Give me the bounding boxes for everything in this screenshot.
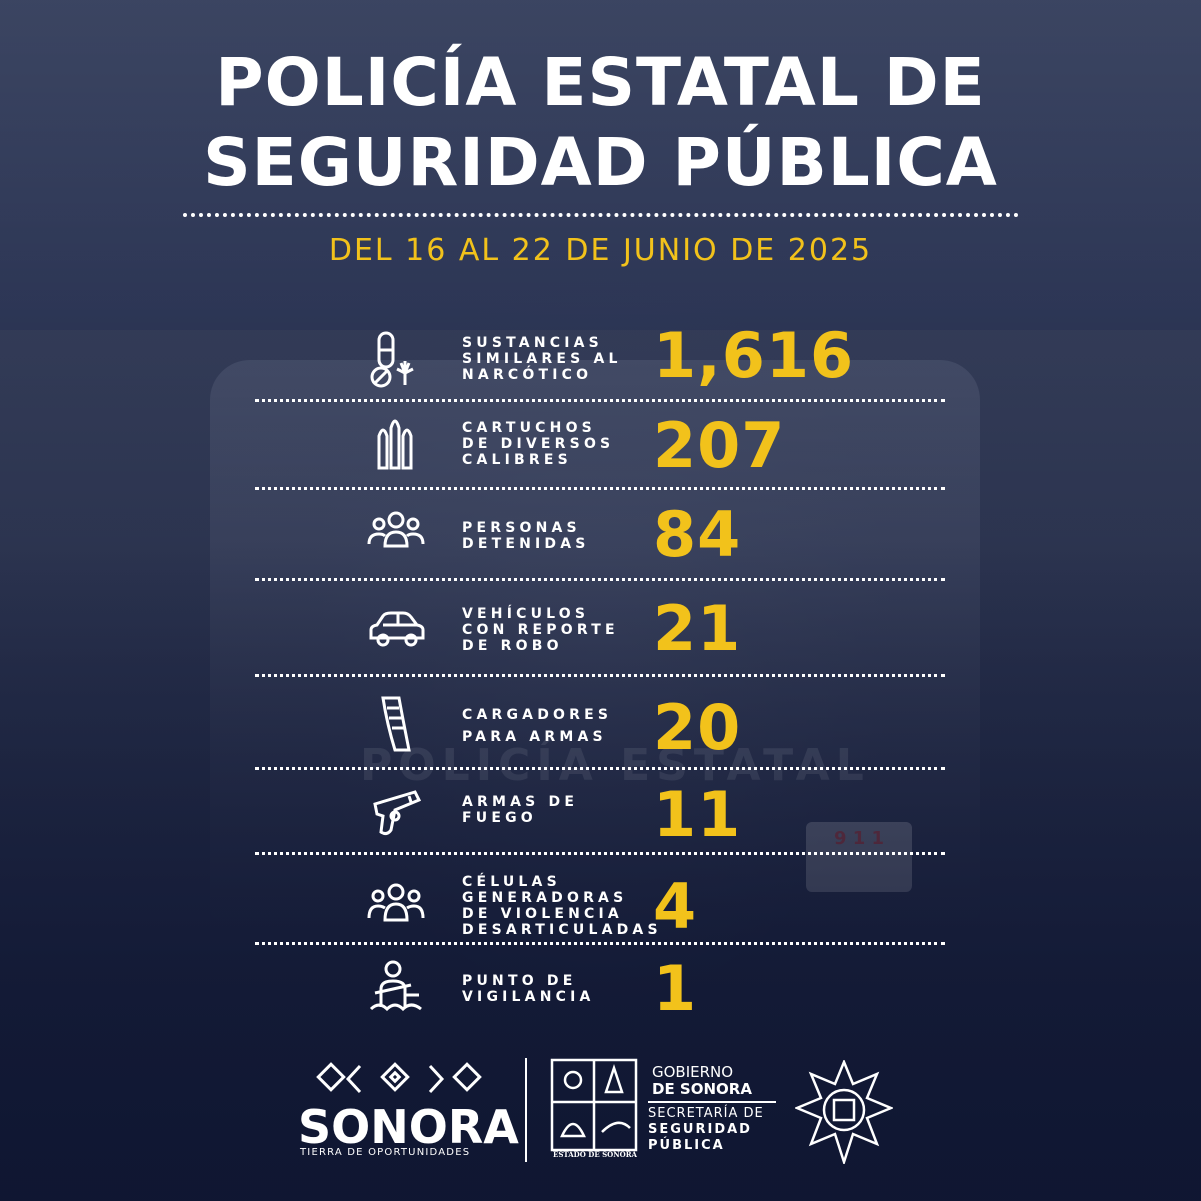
stat-label: CARTUCHOS DE DIVERSOS CALIBRES <box>462 420 615 468</box>
stat-row-celulas: CÉLULAS GENERADORAS DE VIOLENCIA DESARTI… <box>255 868 945 948</box>
stat-value: 20 <box>653 691 742 764</box>
stat-value: 4 <box>653 870 698 943</box>
sonora-pattern-icon <box>316 1062 482 1094</box>
secretaria-line: SECRETARÍA DE <box>648 1106 764 1121</box>
stat-divider <box>255 942 945 945</box>
stat-divider <box>255 852 945 855</box>
secretaria-text: SECRETARÍA DE SEGURIDAD PÚBLICA <box>648 1106 764 1154</box>
group-cells-icon <box>365 872 427 934</box>
stat-value: 21 <box>653 592 742 665</box>
handgun-icon <box>365 782 427 844</box>
stat-label: PUNTO DE VIGILANCIA <box>462 973 595 1005</box>
seguridad-line: SEGURIDAD <box>648 1122 752 1137</box>
stat-row-vehiculos: VEHÍCULOS CON REPORTE DE ROBO 21 <box>255 590 945 670</box>
bullets-icon <box>365 410 427 472</box>
escudo-sonora-icon <box>550 1058 638 1152</box>
stat-row-cartuchos: CARTUCHOS DE DIVERSOS CALIBRES 207 <box>255 408 945 488</box>
stat-row-punto: PUNTO DE VIGILANCIA 1 <box>255 955 945 1035</box>
gobierno-text: GOBIERNO DE SONORA <box>652 1064 752 1098</box>
people-group-icon <box>365 500 427 562</box>
stat-label: PERSONAS DETENIDAS <box>462 520 590 552</box>
stat-divider <box>255 767 945 770</box>
stat-label: ARMAS DE FUEGO <box>462 794 579 826</box>
stat-row-armas: ARMAS DE FUEGO 11 <box>255 780 945 860</box>
stat-label: VEHÍCULOS CON REPORTE DE ROBO <box>462 606 619 654</box>
stat-divider <box>255 399 945 402</box>
publica-line: PÚBLICA <box>648 1138 725 1153</box>
police-badge-icon <box>795 1060 893 1164</box>
gobierno-divider <box>648 1101 776 1103</box>
soldier-checkpoint-icon <box>365 957 427 1019</box>
date-range: DEL 16 AL 22 DE JUNIO DE 2025 <box>328 233 873 268</box>
magazine-icon <box>365 694 427 756</box>
stat-divider <box>255 578 945 581</box>
stat-value: 207 <box>653 409 786 482</box>
gobierno-line-1: GOBIERNO <box>652 1063 734 1081</box>
stat-label: CARGADORES PARA ARMAS <box>462 707 613 745</box>
stat-value: 84 <box>653 498 742 571</box>
stat-value: 1,616 <box>653 319 855 392</box>
stat-divider <box>255 674 945 677</box>
title-divider <box>183 213 1019 217</box>
gobierno-line-2: DE SONORA <box>652 1080 752 1098</box>
stat-row-cargadores: CARGADORES PARA ARMAS 20 <box>255 690 945 770</box>
car-icon <box>365 598 427 660</box>
pills-cannabis-icon <box>365 329 427 391</box>
escudo-text: ESTADO DE SONORA <box>553 1150 637 1159</box>
stat-label: CÉLULAS GENERADORAS DE VIOLENCIA DESARTI… <box>462 874 662 938</box>
stat-value: 1 <box>653 952 698 1025</box>
stat-label: SUSTANCIAS SIMILARES AL NARCÓTICO <box>462 335 622 383</box>
sonora-wordmark: SONORA <box>298 1100 519 1154</box>
stat-value: 11 <box>653 778 742 851</box>
sonora-tagline: TIERRA DE OPORTUNIDADES <box>300 1147 471 1158</box>
page-title-line-1: POLICÍA ESTATAL DE <box>215 44 986 121</box>
stat-row-sustancias: SUSTANCIAS SIMILARES AL NARCÓTICO 1,616 <box>255 323 945 403</box>
footer-divider <box>525 1058 527 1162</box>
stat-row-personas: PERSONAS DETENIDAS 84 <box>255 498 945 578</box>
page-title-line-2: SEGURIDAD PÚBLICA <box>203 124 998 201</box>
stat-divider <box>255 487 945 490</box>
